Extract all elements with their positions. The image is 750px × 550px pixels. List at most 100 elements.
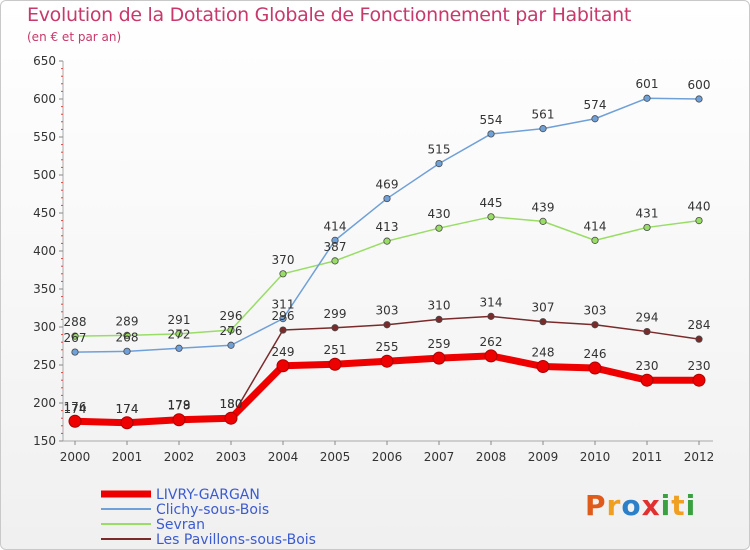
data-point: [643, 223, 651, 232]
data-label: 600: [688, 78, 711, 92]
data-label: 176: [64, 400, 87, 414]
x-tick-label: 2002: [164, 450, 195, 464]
y-tick-label: 350: [33, 282, 56, 296]
x-tick-label: 2008: [476, 450, 507, 464]
data-label: 289: [116, 314, 139, 328]
x-tick-label: 2009: [528, 450, 559, 464]
data-point: [279, 270, 287, 278]
proxiti-logo: Proxiti: [585, 489, 696, 522]
data-point: [279, 326, 287, 334]
data-label: 174: [64, 402, 87, 416]
data-label: 310: [428, 298, 451, 312]
data-label: 267: [64, 331, 87, 345]
data-label: 430: [428, 207, 451, 221]
data-point: [120, 416, 134, 430]
data-label: 180: [220, 397, 243, 411]
data-label: 307: [532, 301, 555, 315]
data-label: 413: [376, 220, 399, 234]
data-label: 230: [688, 359, 711, 373]
y-tick-label: 450: [33, 206, 56, 220]
x-tick-label: 2005: [320, 450, 351, 464]
data-label: 246: [584, 347, 607, 361]
x-tick-label: 2006: [372, 450, 403, 464]
legend-label: Sevran: [156, 517, 205, 533]
data-point: [383, 237, 391, 245]
data-label: 439: [532, 200, 555, 214]
data-label: 230: [636, 359, 659, 373]
data-label: 314: [480, 295, 503, 309]
data-point: [383, 194, 391, 203]
data-point: [539, 125, 547, 133]
data-label: 414: [324, 219, 347, 233]
y-tick-label: 200: [33, 396, 56, 410]
data-label: 291: [168, 313, 191, 327]
y-tick-label: 150: [33, 434, 56, 448]
legend-label: Les Pavillons-sous-Bois: [156, 532, 316, 548]
data-point: [68, 414, 82, 428]
data-label: 179: [168, 398, 191, 412]
data-point: [175, 330, 183, 338]
data-point: [591, 321, 599, 329]
x-tick-label: 2010: [580, 450, 611, 464]
data-point: [539, 217, 547, 225]
logo-letter: P: [585, 489, 607, 522]
data-label: 272: [168, 327, 191, 341]
data-point: [172, 413, 186, 427]
x-tick-label: 2001: [112, 450, 143, 464]
logo-letter: t: [671, 489, 686, 522]
data-point: [435, 224, 443, 232]
data-point: [276, 359, 290, 373]
data-point: [591, 115, 599, 123]
data-label: 299: [324, 307, 347, 321]
y-tick-label: 250: [33, 358, 56, 372]
x-tick-label: 2007: [424, 450, 455, 464]
logo-letter: r: [606, 489, 622, 522]
y-tick-label: 500: [33, 168, 56, 182]
chart-subtitle: (en € et par an): [27, 30, 122, 44]
data-label: 561: [532, 108, 555, 122]
data-point: [435, 315, 443, 323]
data-label: 296: [220, 309, 243, 323]
x-tick-label: 2004: [268, 450, 299, 464]
data-label: 311: [272, 298, 295, 312]
x-tick-label: 2000: [60, 450, 91, 464]
data-label: 445: [480, 196, 503, 210]
data-label: 174: [116, 402, 139, 416]
logo-letter: i: [685, 489, 697, 522]
y-tick-label: 650: [33, 54, 56, 68]
data-label: 255: [376, 340, 399, 354]
data-label: 268: [116, 330, 139, 344]
data-point: [71, 348, 79, 356]
data-point: [227, 341, 235, 349]
legend-label: Clichy-sous-Bois: [156, 502, 269, 518]
data-point: [279, 315, 287, 323]
data-point: [487, 213, 495, 221]
data-label: 249: [272, 345, 295, 359]
logo-letter: i: [660, 489, 672, 522]
data-label: 180: [220, 397, 243, 411]
y-tick-label: 550: [33, 130, 56, 144]
data-point: [331, 257, 339, 265]
series-layer: [68, 94, 706, 430]
data-label: 262: [480, 335, 503, 349]
data-point: [175, 344, 183, 352]
data-point: [331, 236, 339, 244]
data-point: [643, 94, 651, 102]
data-label: 515: [428, 143, 451, 157]
chart-title: Evolution de la Dotation Globale de Fonc…: [27, 4, 632, 26]
data-label: 251: [324, 343, 347, 357]
y-axis-ticks: 150 200 250 300 350 400 450 500 550 600 650: [33, 54, 63, 448]
data-point: [588, 361, 602, 375]
data-label: 431: [636, 206, 659, 220]
data-point: [695, 95, 703, 103]
y-tick-label: 300: [33, 320, 56, 334]
y-tick-label: 400: [33, 244, 56, 258]
data-point: [328, 357, 342, 371]
data-point: [695, 217, 703, 225]
data-label: 174: [116, 402, 139, 416]
data-label: 259: [428, 337, 451, 351]
data-label: 469: [376, 178, 399, 192]
data-label: 284: [688, 318, 711, 332]
